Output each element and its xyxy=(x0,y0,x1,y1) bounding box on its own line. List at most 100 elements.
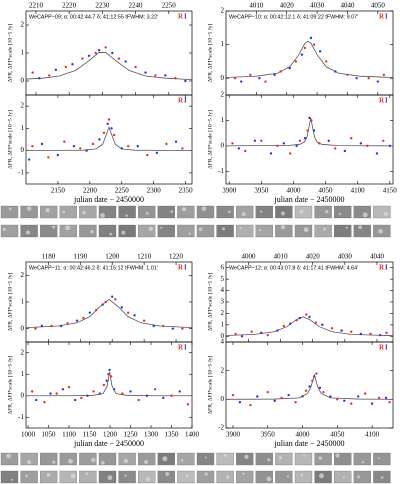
data-point xyxy=(315,372,318,375)
data-point xyxy=(312,43,316,46)
thumbnail xyxy=(0,470,19,484)
thumbnail xyxy=(98,470,117,484)
data-point xyxy=(124,60,127,63)
thumbnail-spot xyxy=(361,461,365,464)
thumbnail-spot xyxy=(100,460,105,465)
data-point xyxy=(66,322,69,325)
data-point xyxy=(350,137,353,140)
data-point xyxy=(178,390,181,393)
data-point xyxy=(359,142,363,145)
y-axis-label: ΔFR, ΔFI*scale [10−5 Jy] xyxy=(207,23,213,82)
fit-curve xyxy=(226,316,393,337)
thumbnail-spot xyxy=(162,456,168,462)
x-tick-label: 1220 xyxy=(169,253,184,261)
thumbnail xyxy=(98,224,117,238)
thumbnail xyxy=(216,452,234,466)
plot-area xyxy=(226,313,393,338)
data-point xyxy=(86,394,89,397)
data-point xyxy=(134,65,137,69)
thumbnail-spot xyxy=(27,460,32,465)
data-point xyxy=(136,144,139,148)
thumbnail-spot xyxy=(239,227,242,230)
thumbnail xyxy=(236,224,254,238)
thumbnail xyxy=(118,224,136,238)
x-tick-label: 4030 xyxy=(338,253,353,261)
x-tick-label: 4100 xyxy=(351,187,366,195)
data-point xyxy=(155,151,159,155)
data-point xyxy=(318,386,322,390)
fit-curve xyxy=(26,298,192,328)
plot-area xyxy=(226,116,393,155)
data-point xyxy=(95,308,98,312)
thumbnail xyxy=(236,452,254,466)
data-point xyxy=(240,335,244,338)
data-point xyxy=(314,321,318,324)
data-point xyxy=(378,333,382,337)
data-point xyxy=(343,149,347,153)
thumbnail-spot xyxy=(258,229,261,232)
x-tick-label: 2210 xyxy=(29,2,44,10)
data-point xyxy=(105,379,108,382)
data-point xyxy=(322,390,325,394)
x-tick-label: 3900 xyxy=(222,187,237,195)
data-point xyxy=(104,46,107,49)
thumbnail-spot xyxy=(26,206,32,211)
thumbnail xyxy=(138,224,156,238)
fit-curve xyxy=(226,373,393,400)
y-tick-label: 2 xyxy=(21,271,25,279)
data-point xyxy=(300,53,304,56)
data-point xyxy=(375,152,379,155)
data-point xyxy=(239,80,243,83)
thumbnail-spot xyxy=(358,225,363,230)
x-tick-label: 4000 xyxy=(241,253,256,261)
panel-title: WeCAPP−11: α: 00:42:46.2 δ: 41:15:12 tFW… xyxy=(29,265,158,271)
thumbnail-spot xyxy=(65,225,71,231)
legend-entry: I xyxy=(385,97,388,105)
thumbnail-spot xyxy=(52,225,56,229)
y-axis-label: ΔFR, ΔFI*scale [10−5 Jy] xyxy=(7,110,13,169)
thumbnail-spot xyxy=(25,474,29,478)
thumbnail xyxy=(157,224,175,238)
data-point xyxy=(269,152,273,155)
thumbnail xyxy=(138,205,156,219)
fit-curve xyxy=(26,52,192,80)
thumbnail xyxy=(353,452,371,466)
data-point xyxy=(162,396,165,400)
thumbnail xyxy=(314,205,332,219)
data-point xyxy=(82,316,85,320)
plot-frame xyxy=(25,10,193,96)
data-point xyxy=(289,152,292,155)
legend-entry: R xyxy=(379,13,385,21)
thumbnail-spot xyxy=(383,212,388,216)
thumbnail-spot xyxy=(266,476,272,482)
thumbnail-spot xyxy=(107,475,113,481)
data-point xyxy=(334,70,337,73)
data-point xyxy=(294,60,298,63)
data-point xyxy=(87,54,91,57)
data-point xyxy=(110,295,114,298)
thumbnail xyxy=(334,205,352,219)
data-point xyxy=(308,385,311,388)
legend-entry: R xyxy=(178,344,184,352)
thumbnail xyxy=(157,205,175,219)
thumbnail-spot xyxy=(286,475,290,478)
data-point xyxy=(170,394,173,397)
data-point xyxy=(329,395,332,398)
x-tick-label: 3900 xyxy=(226,431,241,439)
data-point xyxy=(355,77,358,80)
thumbnail xyxy=(275,452,293,466)
data-point xyxy=(111,51,114,55)
data-point xyxy=(112,388,116,391)
thumbnail xyxy=(20,470,38,484)
data-point xyxy=(80,396,83,400)
data-point xyxy=(363,392,367,395)
thumbnail xyxy=(216,224,234,238)
data-point xyxy=(385,331,388,335)
x-tick-label: 1350 xyxy=(165,431,180,439)
legend-entry: R xyxy=(178,264,184,272)
data-point xyxy=(112,133,116,137)
thumbnail-spot xyxy=(85,472,89,476)
data-point xyxy=(91,142,95,146)
data-point xyxy=(94,51,97,55)
thumbnail xyxy=(196,470,215,484)
